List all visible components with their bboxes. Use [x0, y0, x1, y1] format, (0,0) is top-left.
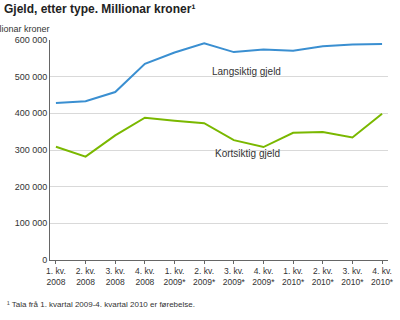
svg-text:2. kv.2010*: 2. kv.2010* [312, 266, 335, 287]
svg-text:1. kv.2010*: 1. kv.2010* [282, 266, 305, 287]
svg-text:4. kv.2009*: 4. kv.2009* [252, 266, 275, 287]
svg-text:Gjeld, etter type. Millionar k: Gjeld, etter type. Millionar kroner¹ [4, 2, 195, 16]
svg-text:1. kv.2009*: 1. kv.2009* [163, 266, 186, 287]
svg-text:500 000: 500 000 [15, 72, 48, 82]
svg-text:200 000: 200 000 [15, 182, 48, 192]
svg-text:1. kv.2008: 1. kv.2008 [46, 266, 66, 287]
svg-text:Millionar kroner: Millionar kroner [0, 24, 50, 34]
svg-text:600 000: 600 000 [15, 35, 48, 45]
svg-text:¹ Tala frå 1. kvartal 2009-4.: ¹ Tala frå 1. kvartal 2009-4. kvartal 20… [7, 300, 195, 309]
svg-text:100 000: 100 000 [15, 218, 48, 228]
svg-text:Langsiktig gjeld: Langsiktig gjeld [212, 66, 281, 77]
svg-text:Kortsiktig gjeld: Kortsiktig gjeld [215, 148, 280, 159]
svg-text:3. kv.2008: 3. kv.2008 [105, 266, 125, 287]
svg-text:4. kv.2008: 4. kv.2008 [135, 266, 155, 287]
svg-text:3. kv.2009*: 3. kv.2009* [223, 266, 246, 287]
svg-text:400 000: 400 000 [15, 108, 48, 118]
svg-text:3. kv.2010*: 3. kv.2010* [341, 266, 364, 287]
svg-text:2. kv.2008: 2. kv.2008 [76, 266, 96, 287]
svg-text:300 000: 300 000 [15, 145, 48, 155]
svg-text:2. kv.2009*: 2. kv.2009* [193, 266, 216, 287]
svg-text:0: 0 [42, 255, 47, 265]
svg-text:4. kv.2010*: 4. kv.2010* [371, 266, 394, 287]
